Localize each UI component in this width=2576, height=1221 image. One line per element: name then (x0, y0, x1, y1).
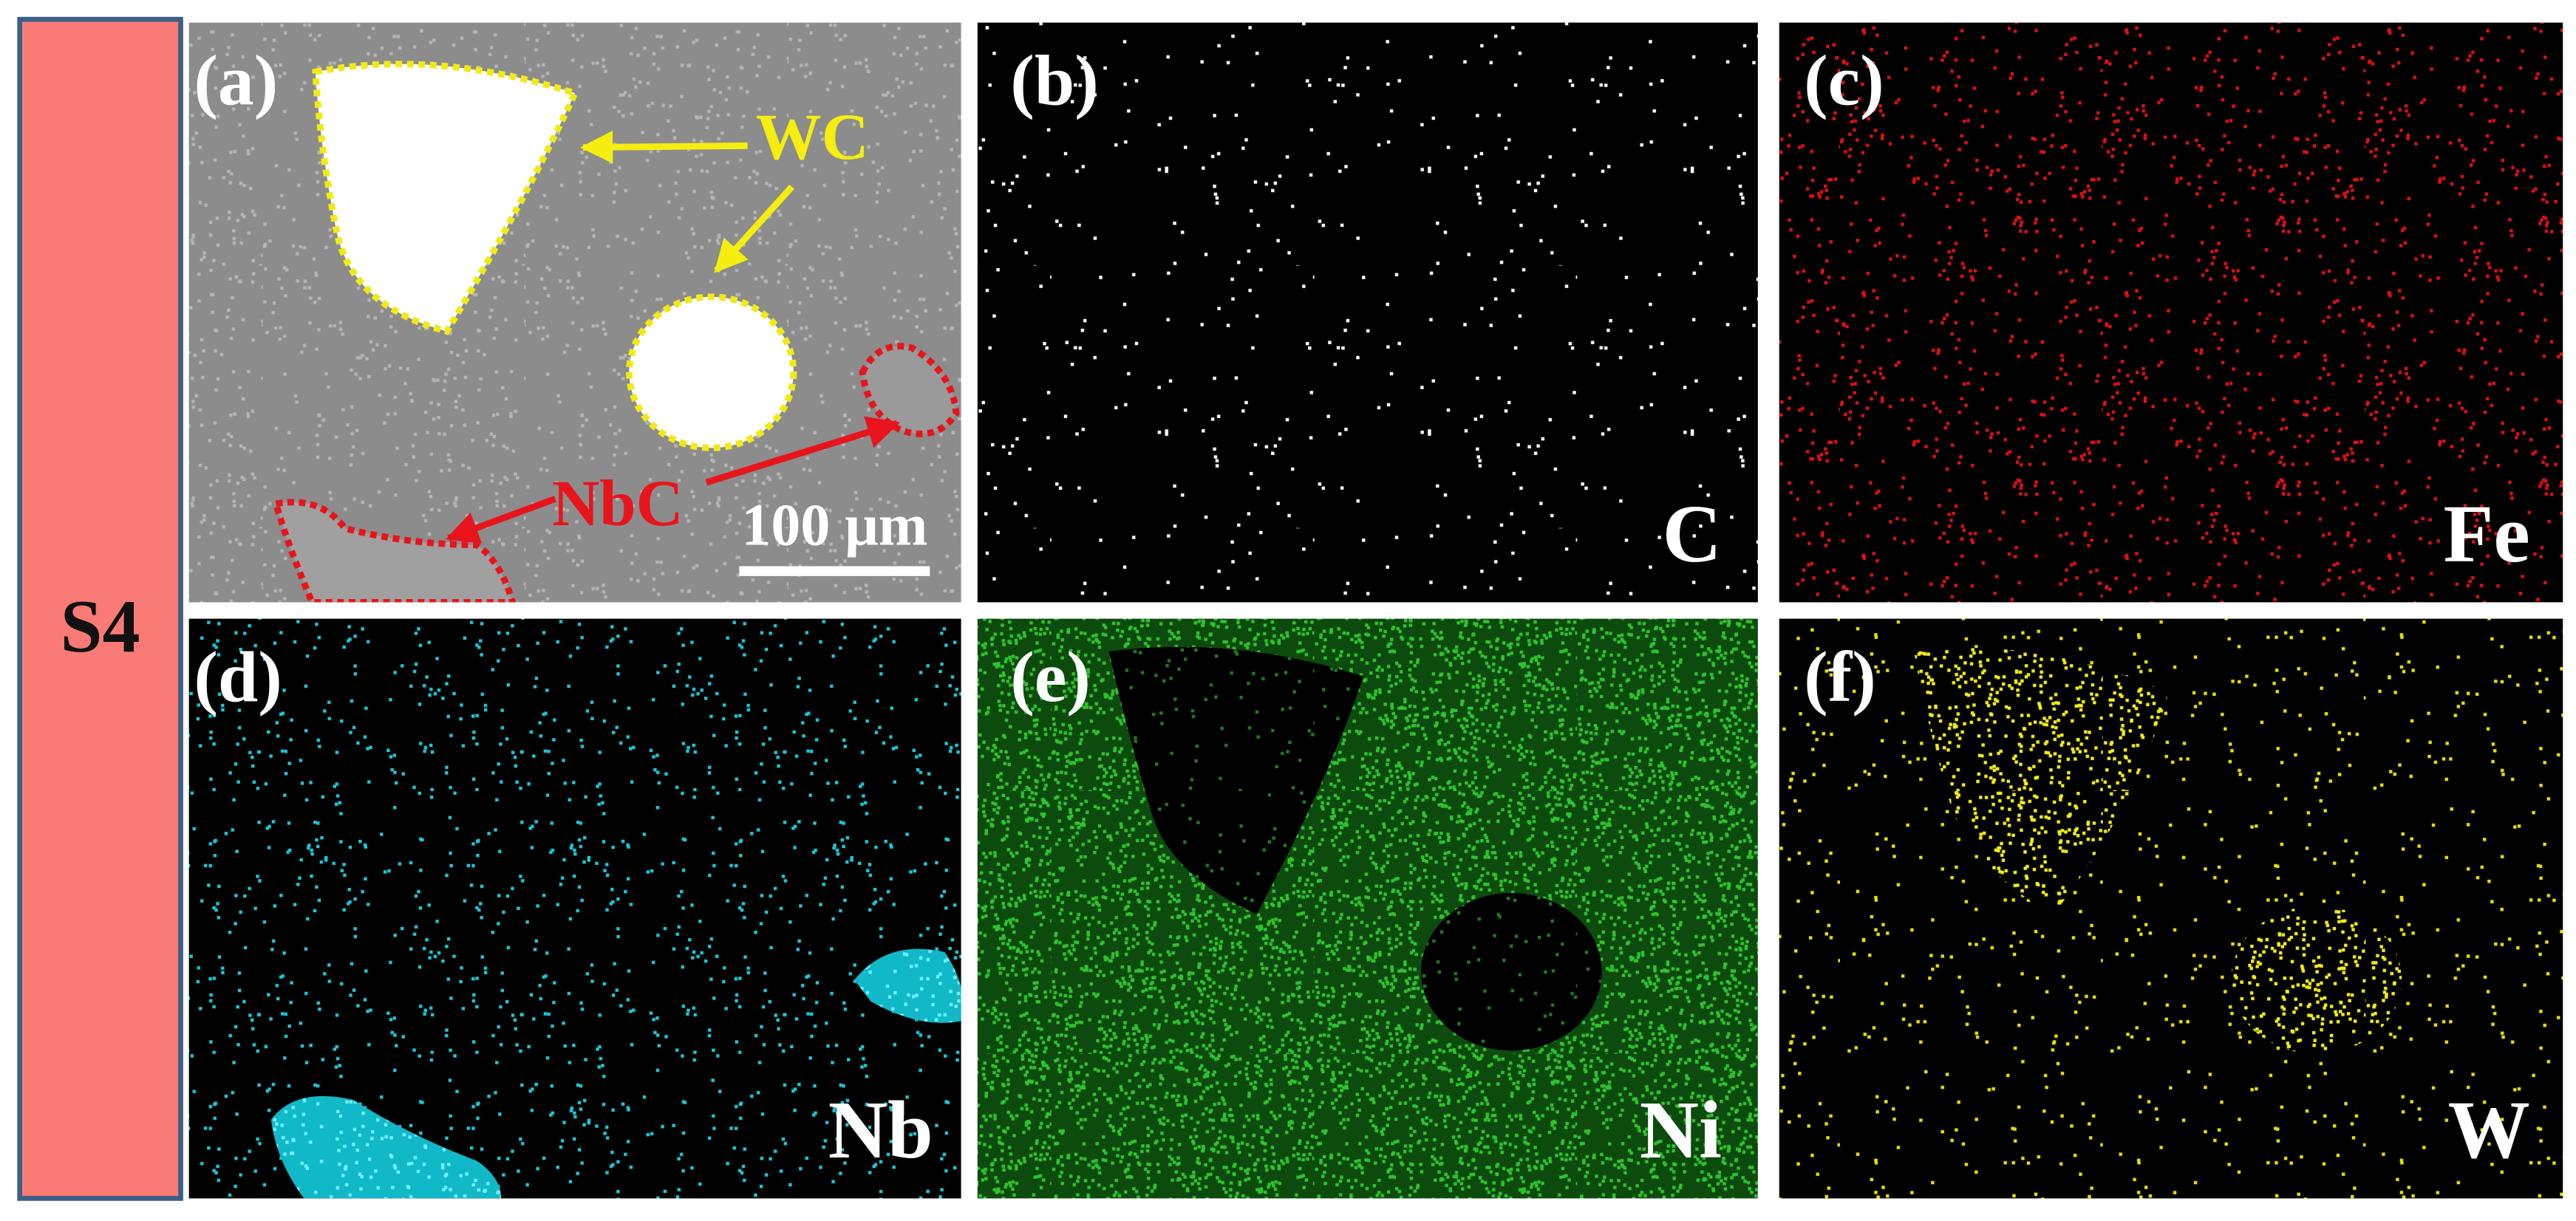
panel-label: (b) (1010, 41, 1099, 121)
annotation: NbC (552, 468, 684, 540)
panel-e (977, 618, 1758, 1199)
ni-depleted-regions (1108, 646, 1602, 1051)
panel-a (188, 22, 961, 603)
annotation: WC (756, 101, 869, 174)
w-region (2231, 906, 2402, 1054)
element-label: W (2448, 1085, 2530, 1176)
nb-region (854, 948, 961, 1023)
panel-label: (a) (194, 41, 278, 121)
panel-label: (d) (194, 637, 282, 717)
scale-label: 100 μm (741, 493, 927, 558)
element-label: Nb (828, 1085, 933, 1176)
wc-particle (626, 293, 797, 451)
ni-depleted (1421, 892, 1602, 1051)
arrow (714, 184, 794, 273)
element-label: Fe (2444, 489, 2530, 580)
nbc-particle (859, 343, 960, 437)
arrow (705, 416, 901, 486)
sample-bar (17, 16, 183, 1201)
element-labels: C Fe Nb Ni W (828, 489, 2530, 1176)
element-label: Ni (1640, 1085, 1722, 1176)
w-region (1914, 648, 2169, 914)
panel-b (977, 22, 1758, 603)
panel-label: (e) (1010, 637, 1091, 717)
element-label: C (1663, 489, 1722, 580)
arrow (579, 130, 748, 164)
arrow (445, 496, 556, 544)
w-rich-regions (1914, 648, 2402, 1054)
panel-label: (f) (1804, 637, 1876, 717)
nb-region (270, 1096, 502, 1199)
panel-label: (c) (1804, 41, 1884, 121)
panel-f (1779, 618, 2563, 1199)
panel-c (1779, 22, 2563, 603)
nbc-particle (271, 499, 517, 603)
sample-label: S4 (61, 585, 140, 668)
sem-features (271, 61, 960, 603)
ni-depleted (1108, 646, 1364, 914)
wc-particle (312, 61, 580, 335)
nb-rich-regions (270, 948, 961, 1199)
panel-labels: (a) (b) (c) (d) (e) (f) (194, 41, 1884, 717)
